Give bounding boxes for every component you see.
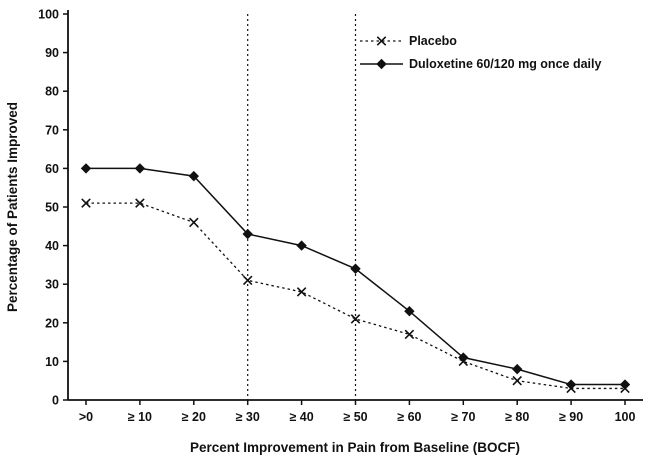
series-marker-duloxetine <box>296 240 307 251</box>
series-marker-placebo <box>242 275 253 286</box>
y-tick-label: 60 <box>45 162 59 176</box>
series-line-placebo <box>86 202 625 390</box>
series-marker-placebo <box>350 314 361 324</box>
y-tick-label: 20 <box>45 316 59 330</box>
y-tick-label: 80 <box>45 85 59 99</box>
series-marker-placebo <box>189 217 199 228</box>
y-tick-label: 10 <box>45 355 59 369</box>
y-tick-label: 90 <box>45 46 59 60</box>
series-marker-placebo <box>404 329 415 340</box>
series-marker-duloxetine <box>242 228 253 240</box>
x-tick-label: ≥ 20 <box>182 410 206 424</box>
series-marker-duloxetine <box>565 379 577 390</box>
series-marker-duloxetine <box>404 306 415 317</box>
series-marker-duloxetine <box>350 263 361 274</box>
x-tick-label: ≥ 90 <box>559 410 583 424</box>
series-marker-placebo <box>81 198 91 208</box>
x-tick-label: ≥ 40 <box>289 410 313 424</box>
series-marker-duloxetine <box>188 170 199 182</box>
y-tick-label: 100 <box>38 8 59 22</box>
x-tick-label: >0 <box>79 410 93 424</box>
series-marker-duloxetine <box>134 163 146 174</box>
series-marker-placebo <box>296 287 307 297</box>
series-marker-duloxetine <box>619 379 631 390</box>
x-tick-label: ≥ 60 <box>397 410 421 424</box>
x-tick-label: ≥ 10 <box>128 410 152 424</box>
series-marker-duloxetine <box>458 352 469 363</box>
legend-label-duloxetine: Duloxetine 60/120 mg once daily <box>409 57 601 71</box>
x-tick-label: ≥ 70 <box>451 410 475 424</box>
x-tick-label: 100 <box>615 410 636 424</box>
y-axis-title: Percentage of Patients Improved <box>5 102 20 312</box>
series-marker-duloxetine <box>512 363 523 375</box>
series-marker-placebo <box>512 375 522 386</box>
y-tick-label: 0 <box>52 394 59 408</box>
y-tick-label: 40 <box>45 239 59 253</box>
legend-sample-marker <box>376 58 387 70</box>
legend-label-placebo: Placebo <box>409 34 457 48</box>
legend-sample-marker <box>376 36 387 46</box>
series-marker-duloxetine <box>80 163 92 174</box>
x-axis-title: Percent Improvement in Pain from Baselin… <box>190 440 520 455</box>
y-tick-label: 50 <box>45 201 59 215</box>
x-tick-label: ≥ 30 <box>236 410 260 424</box>
series-marker-placebo <box>135 198 145 208</box>
x-tick-label: ≥ 50 <box>343 410 367 424</box>
chart-render-layer: 0 10 20 30 40 50 60 70 80 90 100 >0 ≥ 10 ≥ 20 ≥ 30 ≥ 40… <box>38 8 643 424</box>
x-tick-label: ≥ 80 <box>505 410 529 424</box>
y-tick-label: 30 <box>45 278 59 292</box>
y-tick-label: 70 <box>45 123 59 137</box>
